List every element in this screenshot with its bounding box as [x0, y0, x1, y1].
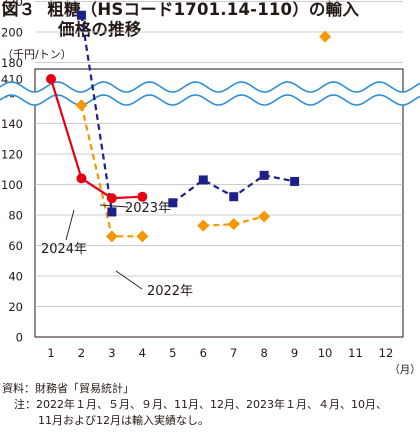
data-point-marker	[107, 207, 117, 217]
x-axis-label: （月）	[389, 364, 420, 376]
series-label-2024: 2024年	[41, 242, 87, 257]
leader-line-2024	[65, 209, 75, 241]
data-point-marker	[290, 176, 300, 186]
leader-line-2022	[115, 270, 143, 290]
x-tick-label: 11	[348, 346, 363, 360]
plot-frame	[34, 68, 404, 338]
data-point-marker	[137, 191, 148, 202]
x-tick-label: 8	[260, 346, 267, 360]
x-tick-label: 12	[379, 346, 394, 360]
chart-title: 図３ 粗糖（HSコード1701.14-110）の輸入 価格の推移	[2, 0, 359, 40]
data-point-marker	[197, 219, 210, 232]
x-tick-label: 2	[78, 346, 85, 360]
x-tick-label: 9	[291, 346, 298, 360]
y-tick-label: 80	[8, 209, 23, 223]
leader-line-2023	[99, 204, 129, 208]
data-point-marker	[319, 30, 332, 43]
series-line	[80, 15, 113, 213]
note-line-2: 11月および12月は輸入実績なし。	[38, 414, 209, 427]
series-line	[80, 104, 143, 238]
source-note: 資料：財務省「貿易統計」	[2, 382, 134, 395]
data-point-marker	[227, 218, 240, 231]
y-tick-label: 220	[1, 0, 23, 9]
y-tick-label: 120	[1, 148, 23, 162]
y-tick-label: 140	[1, 117, 23, 131]
y-axis-unit-label: （千円/トン）	[2, 48, 72, 61]
axis-break-wave-upper	[0, 81, 420, 93]
title-line-2: 価格の推移	[58, 20, 142, 39]
x-tick-label: 1	[47, 346, 54, 360]
x-tick-label: 3	[108, 346, 115, 360]
data-point-marker	[198, 175, 208, 185]
series-label-2023: 2023年	[125, 201, 171, 216]
x-tick-label: 5	[169, 346, 176, 360]
x-tick-label: 4	[139, 346, 146, 360]
data-point-marker	[106, 193, 117, 204]
x-tick-label: 6	[200, 346, 207, 360]
note-line-1: 注：2022年１月、５月、９月、11月、12月、2023年１月、４月、10月、	[14, 398, 387, 411]
data-point-marker	[258, 210, 271, 223]
data-point-marker	[105, 230, 118, 243]
x-tick-label: 10	[318, 346, 333, 360]
y-tick-label: 180	[1, 56, 23, 70]
title-line-1: 粗糖（HSコード1701.14-110）の輸入	[47, 0, 360, 19]
data-point-marker	[259, 170, 269, 180]
figure-label: 図３	[2, 0, 36, 19]
data-point-marker	[75, 99, 88, 112]
y-tick-label: 40	[8, 270, 23, 284]
x-tick-label: 7	[230, 346, 237, 360]
data-point-marker	[168, 198, 178, 208]
y-tick-label: 0	[16, 331, 23, 345]
y-tick-label: 200	[1, 26, 23, 40]
axis-break-band	[0, 82, 420, 105]
data-point-marker	[229, 192, 239, 202]
y-tick-label: 60	[8, 239, 23, 253]
price-line-chart: 0204060801001201401601802002204101234567…	[0, 0, 420, 376]
data-point-marker	[76, 10, 86, 20]
data-point-marker	[46, 74, 56, 84]
series-line	[49, 78, 143, 200]
y-tick-label: 20	[8, 300, 23, 314]
series-label-2022: 2022年	[147, 284, 193, 299]
axis-break-wave-lower	[0, 94, 420, 106]
chart-notes: 資料：財務省「貿易統計」注：2022年１月、５月、９月、11月、12月、2023…	[2, 381, 387, 429]
data-point-marker	[76, 173, 87, 184]
y-tick-label: 100	[1, 178, 23, 192]
data-point-marker	[136, 230, 149, 243]
